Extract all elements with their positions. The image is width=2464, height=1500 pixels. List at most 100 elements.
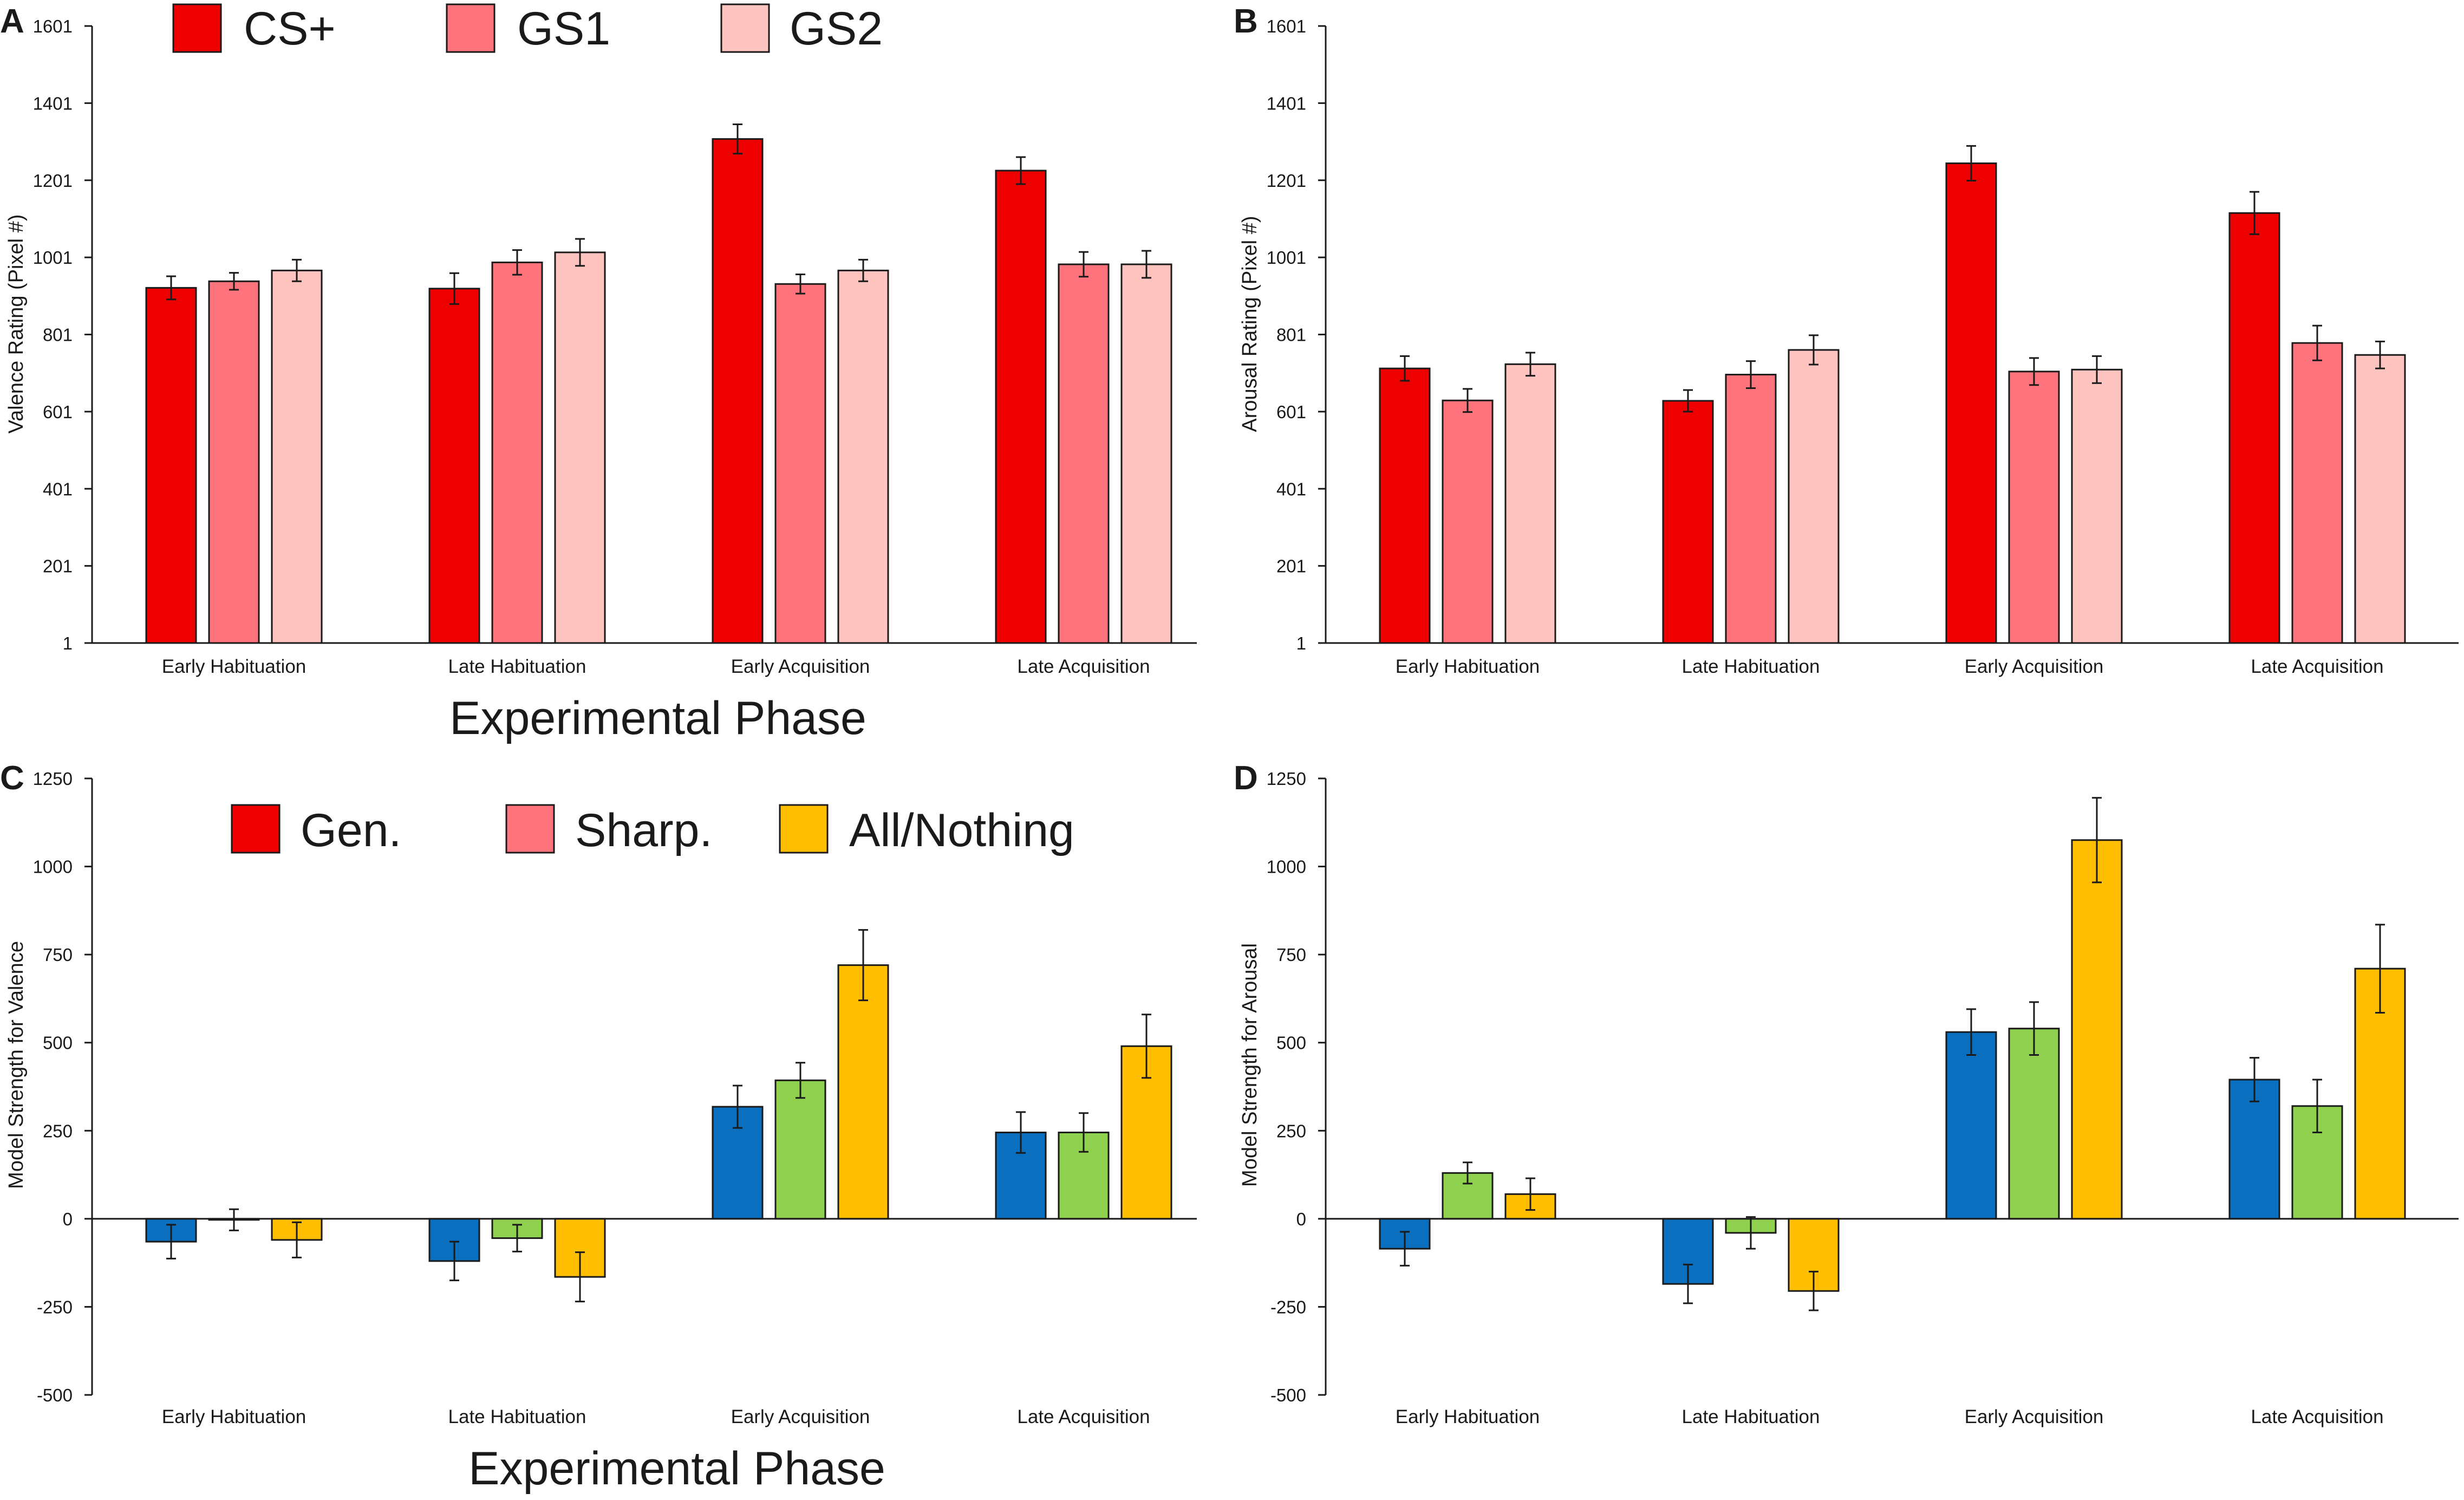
panel-c-y-tick-label: 250 <box>43 1121 73 1141</box>
panel-letter-d: D <box>1234 759 1258 797</box>
panel-a-bar-gs2-early-acquisition <box>837 269 889 644</box>
panel-d-y-tick-label: 500 <box>1276 1033 1306 1053</box>
panel-d-y-tick-label: -250 <box>1270 1297 1306 1317</box>
panel-a-bar-gs1-early-acquisition <box>774 283 826 644</box>
panel-c-y-tick-label: 1250 <box>33 769 73 789</box>
legend-item-cs-plus: CS+ <box>172 3 336 55</box>
panel-a-bar-gs2-early-habituation <box>271 269 323 644</box>
panel-c-category-label-late-acquisition: Late Acquisition <box>1017 1406 1150 1427</box>
panel-b-y-tick-label: 201 <box>1276 556 1306 576</box>
panel-c-category-label-early-acquisition: Early Acquisition <box>731 1406 870 1427</box>
panel-d-y-tick-label: 1000 <box>1267 857 1306 877</box>
panel-d-category-label-late-habituation: Late Habituation <box>1682 1406 1820 1427</box>
legend-item-gen: Gen. <box>231 804 401 856</box>
panel-c-y-tick-label: 750 <box>43 945 73 965</box>
panel-a-y-tick-label: 401 <box>43 479 73 499</box>
panel-c-y-tick-label: -250 <box>37 1297 73 1317</box>
panel-b-bar-gs1-late-acquisition <box>2291 342 2343 644</box>
panel-b-category-label-early-habituation: Early Habituation <box>1396 656 1540 677</box>
panel-a-y-tick-label: 201 <box>43 556 73 576</box>
panel-b-y-tick-label: 1001 <box>1267 248 1306 268</box>
panel-b-bar-gs1-early-acquisition <box>2008 371 2060 644</box>
panel-a-y-tick-label: 1201 <box>33 171 73 191</box>
panel-d-bar-all-nothing-late-acquisition <box>2354 967 2406 1220</box>
legend-label-gs1: GS1 <box>517 3 610 55</box>
panel-c-y-tick-label: 0 <box>63 1209 73 1229</box>
panel-c-category-label-early-habituation: Early Habituation <box>162 1406 307 1427</box>
panel-b-y-tick-label: 1 <box>1296 633 1306 653</box>
panel-d-category-label-early-acquisition: Early Acquisition <box>1965 1406 2104 1427</box>
panel-b-bar-cs-plus-late-habituation <box>1662 400 1714 644</box>
legend-swatch-gs1 <box>446 3 496 53</box>
panel-b-y-tick-label: 1201 <box>1267 171 1306 191</box>
panel-c-bar-all-nothing-early-acquisition <box>837 964 889 1220</box>
panel-b-bar-cs-plus-late-acquisition <box>2228 212 2280 644</box>
panel-a-bar-gs2-late-acquisition <box>1120 263 1172 644</box>
panel-d-bar-sharp-early-acquisition <box>2008 1028 2060 1220</box>
panel-d-y-tick-label: 1250 <box>1267 769 1306 789</box>
panel-d-y-tick-label: 250 <box>1276 1121 1306 1141</box>
panel-d-y-tick-label: 0 <box>1296 1209 1306 1229</box>
legend-item-gs1: GS1 <box>446 3 610 55</box>
panel-letter-a: A <box>0 3 24 40</box>
panel-d-bar-all-nothing-early-acquisition <box>2071 839 2123 1220</box>
panel-d-ylabel: Model Strength for Arousal <box>1238 943 1261 1187</box>
panel-b-bar-gs2-late-acquisition <box>2354 354 2406 644</box>
legend-label-gs2: GS2 <box>790 3 883 55</box>
panel-a-y-tick-label: 1601 <box>33 16 73 36</box>
panel-b-bar-cs-plus-early-acquisition <box>1945 162 1997 644</box>
panel-d-y-tick-label: -500 <box>1270 1385 1306 1405</box>
panel-a-y-tick-label: 801 <box>43 325 73 345</box>
panel-b-y-tick-label: 1401 <box>1267 93 1306 113</box>
panel-c-y-tick-label: -500 <box>37 1385 73 1405</box>
legend-swatch-cs-plus <box>172 3 222 53</box>
legend-swatch-gs2 <box>720 3 770 53</box>
panel-c-model-strength-valence: C Model Strength for Valence -500 -250 0 25… <box>0 759 1197 1495</box>
legend-label-gen: Gen. <box>301 804 401 856</box>
panel-d-bar-gen-early-acquisition <box>1945 1031 1997 1220</box>
panel-a-valence-rating: A Valence Rating (Pixel #) 1201401601801… <box>0 3 1197 744</box>
panel-b-bar-gs1-late-habituation <box>1725 374 1777 644</box>
panel-b-bar-cs-plus-early-habituation <box>1379 367 1431 644</box>
panel-d-plot: -500 -250 0 250 500 750 1000 1250 Early Habituat… <box>1267 769 2459 1427</box>
panel-a-bar-gs2-late-habituation <box>554 251 606 644</box>
panel-c-y-tick-label: 1000 <box>33 857 73 877</box>
legend-item-all-nothing: All/Nothing <box>779 804 1074 856</box>
panel-d-y-tick-label: 750 <box>1276 945 1306 965</box>
panel-a-bar-gs1-late-acquisition <box>1058 263 1110 644</box>
x-axis-title-bottom: Experimental Phase <box>468 1443 885 1495</box>
panel-b-y-tick-label: 1601 <box>1267 16 1306 36</box>
panel-c-ylabel: Model Strength for Valence <box>5 941 28 1189</box>
legend-swatch-gen <box>231 804 281 854</box>
legend-item-gs2: GS2 <box>720 3 883 55</box>
panel-a-category-label-early-acquisition: Early Acquisition <box>731 656 870 677</box>
panel-a-y-tick-label: 1 <box>63 633 73 653</box>
panel-a-bar-cs-plus-early-acquisition <box>712 138 764 644</box>
panel-a-ylabel: Valence Rating (Pixel #) <box>5 215 28 434</box>
panel-letter-b: B <box>1234 3 1258 40</box>
panel-b-category-label-early-acquisition: Early Acquisition <box>1965 656 2104 677</box>
panel-b-category-label-late-habituation: Late Habituation <box>1682 656 1820 677</box>
panel-a-bar-cs-plus-late-habituation <box>428 288 480 644</box>
panel-b-bar-gs2-early-acquisition <box>2071 368 2123 644</box>
panel-b-category-label-late-acquisition: Late Acquisition <box>2251 656 2383 677</box>
panel-b-bar-gs2-late-habituation <box>1788 349 1840 644</box>
panel-b-y-tick-label: 801 <box>1276 325 1306 345</box>
panel-letter-c: C <box>0 759 24 797</box>
panel-d-model-strength-arousal: D Model Strength for Arousal -500 -250 0 25… <box>1234 759 2459 1427</box>
panel-c-legend: Gen. Sharp. All/Nothing <box>231 804 1074 856</box>
panel-a-y-tick-label: 1401 <box>33 93 73 113</box>
legend-label-sharp: Sharp. <box>575 804 712 856</box>
legend-label-all-nothing: All/Nothing <box>849 804 1074 856</box>
panel-a-bar-gs1-late-habituation <box>491 261 543 644</box>
panel-c-category-label-late-habituation: Late Habituation <box>448 1406 586 1427</box>
panel-a-bar-gs1-early-habituation <box>208 280 260 644</box>
panel-a-bar-cs-plus-late-acquisition <box>995 170 1047 644</box>
panel-d-category-label-early-habituation: Early Habituation <box>1396 1406 1540 1427</box>
panel-a-category-label-late-acquisition: Late Acquisition <box>1017 656 1150 677</box>
panel-a-category-label-early-habituation: Early Habituation <box>162 656 307 677</box>
panel-b-bar-gs2-early-habituation <box>1504 363 1556 644</box>
